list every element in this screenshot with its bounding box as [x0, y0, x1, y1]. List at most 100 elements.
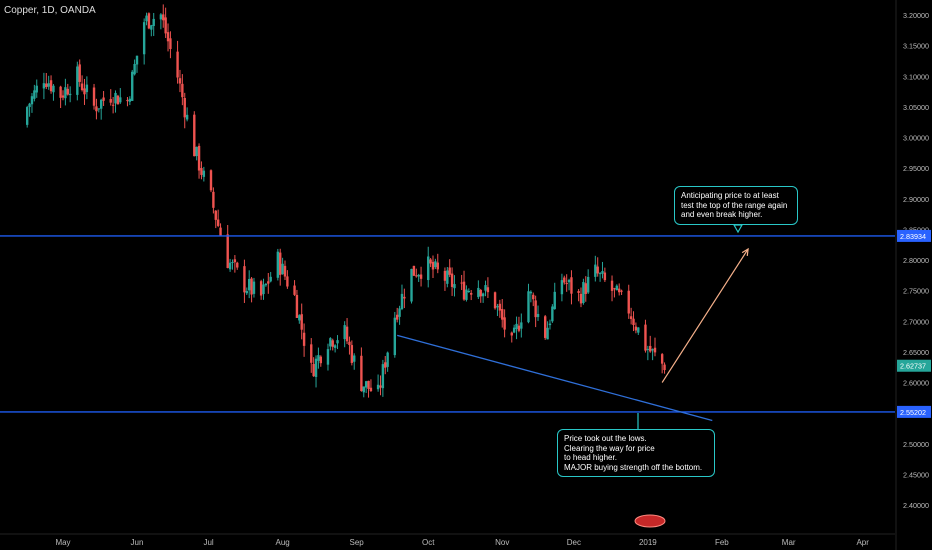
candle	[353, 353, 356, 370]
price-tags: 2.83934 2.62737 2.55202	[897, 229, 931, 418]
candle-body	[617, 288, 621, 293]
candle-body	[579, 293, 583, 304]
candle	[395, 307, 399, 323]
candle	[367, 380, 370, 398]
x-tick-label: Jul	[203, 538, 213, 547]
candle	[30, 93, 34, 113]
candle	[646, 345, 650, 361]
candle	[493, 291, 497, 310]
candle-body	[434, 261, 437, 268]
candle-body	[403, 296, 406, 299]
candle	[59, 85, 62, 109]
candle-body	[460, 282, 463, 284]
candle-body	[436, 262, 439, 270]
price-tag-label: 2.55202	[900, 408, 926, 417]
candle-body	[326, 349, 330, 365]
candle	[209, 169, 213, 193]
candle-body	[546, 327, 549, 340]
candle-body	[42, 83, 46, 89]
candle-body	[61, 95, 65, 98]
candle	[114, 90, 117, 113]
candle-body	[613, 288, 616, 290]
candle	[512, 324, 516, 334]
event-marker-icon	[634, 514, 666, 528]
candle	[45, 72, 48, 90]
candle	[582, 278, 585, 305]
candle-body	[197, 145, 201, 171]
candle	[417, 273, 420, 282]
candle-body	[95, 106, 98, 112]
x-tick-label: Aug	[275, 538, 289, 547]
candle	[403, 288, 406, 309]
candle	[637, 327, 640, 335]
candle	[262, 278, 265, 300]
candle	[247, 270, 251, 299]
candle	[536, 305, 540, 321]
candle	[312, 357, 315, 377]
candle	[286, 270, 289, 289]
candle	[398, 305, 401, 325]
candle	[510, 331, 513, 343]
candle	[66, 83, 69, 96]
candle	[484, 280, 487, 297]
candle-body	[181, 83, 184, 98]
candle-body	[283, 265, 287, 277]
y-tick-label: 3.10000	[903, 72, 929, 81]
candle	[517, 316, 521, 333]
x-tick-label: Sep	[349, 538, 364, 547]
candle	[83, 78, 86, 105]
candle-body	[97, 108, 101, 110]
candle-body	[47, 83, 50, 87]
candle-body	[584, 283, 587, 294]
candle-body	[620, 290, 623, 292]
candle-body	[216, 219, 220, 226]
candle	[47, 75, 50, 90]
candle-body	[28, 103, 31, 108]
time-axis[interactable]: May Jun Jul Aug Sep Oct Nov Dec 2019 Feb Mar Apr	[0, 533, 895, 547]
callout-lows[interactable]: Price took out the lows. Clearing the wa…	[557, 429, 715, 477]
candle-body	[431, 261, 435, 270]
candle	[80, 75, 84, 92]
candle-body	[520, 322, 523, 329]
candle-body	[295, 294, 299, 318]
candle	[302, 323, 306, 357]
candle	[348, 336, 351, 355]
price-tag-bg	[897, 229, 931, 242]
candle	[264, 282, 268, 287]
candle-body	[381, 364, 385, 389]
y-tick-label: 3.05000	[903, 103, 929, 112]
candle	[501, 299, 504, 328]
candle-body	[109, 99, 112, 103]
candle-body	[501, 309, 504, 320]
candle	[169, 31, 172, 59]
candle	[584, 276, 587, 302]
price-axis[interactable]: 3.20000 3.15000 3.10000 3.05000 3.00000 2.950…	[895, 0, 929, 550]
symbol-label[interactable]: Copper, 1D, OANDA	[4, 5, 96, 16]
y-tick-label: 2.60000	[903, 379, 929, 388]
candle	[434, 258, 437, 270]
y-tick-label: 2.45000	[903, 470, 929, 479]
candle	[586, 269, 590, 294]
candle-body	[78, 64, 81, 82]
candle-body	[601, 271, 604, 274]
candle-body	[219, 227, 222, 236]
candle-body	[419, 274, 423, 279]
candle	[319, 355, 323, 367]
candle	[245, 287, 249, 296]
candle-body	[376, 384, 380, 390]
candle	[231, 259, 234, 270]
candle	[653, 337, 657, 357]
candle-body	[345, 326, 349, 342]
candle	[150, 24, 153, 37]
candle-body	[486, 287, 490, 293]
candle	[546, 321, 549, 340]
candle-body	[195, 146, 198, 157]
y-tick-label: 2.65000	[903, 348, 929, 357]
candle	[613, 287, 616, 298]
candle-body	[467, 290, 471, 292]
callout-anticipation[interactable]: Anticipating price to at least test the …	[674, 186, 798, 225]
candle	[298, 314, 301, 324]
candle-body	[598, 273, 602, 275]
candle-body	[150, 25, 153, 30]
